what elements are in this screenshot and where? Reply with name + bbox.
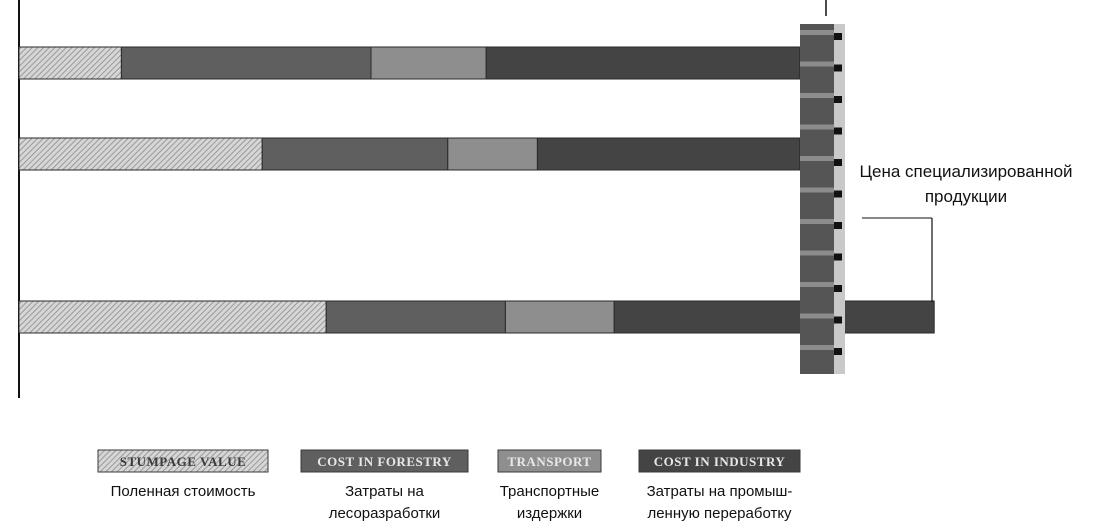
bar-row1-segment-1 bbox=[18, 46, 122, 80]
bar-row3-segment-3 bbox=[504, 300, 615, 334]
annotation-line-2: продукции bbox=[925, 187, 1007, 206]
price-column-mark bbox=[834, 348, 842, 355]
price-column-stripe bbox=[800, 156, 834, 161]
annotation-line-1: Цена специализированной bbox=[859, 162, 1072, 181]
legend-swatch-4 bbox=[638, 449, 801, 473]
price-column-stripe bbox=[800, 30, 834, 35]
legend: STUMPAGE VALUE Поленная стоимость COST IN … bbox=[97, 449, 801, 522]
bar-row2-segment-3 bbox=[447, 137, 538, 171]
price-column bbox=[800, 24, 845, 374]
bar-row1-segment-4 bbox=[485, 46, 801, 80]
bar-row1-segment-2 bbox=[120, 46, 372, 80]
price-column-mark bbox=[834, 253, 842, 261]
price-column-stripe bbox=[800, 187, 834, 193]
price-column-edge bbox=[834, 24, 845, 374]
legend-label-1: STUMPAGE VALUE bbox=[120, 454, 247, 469]
bar-row1-segment-3 bbox=[370, 46, 487, 80]
legend-caption-2-line-2: лесоразработки bbox=[329, 505, 441, 522]
price-column-stripe bbox=[800, 61, 834, 67]
price-column-stripe bbox=[800, 282, 834, 287]
price-column-mark bbox=[834, 316, 842, 324]
legend-swatch-3 bbox=[497, 449, 602, 473]
legend-caption-3-line-1: Транспортные bbox=[500, 483, 600, 500]
price-column-stripe bbox=[800, 124, 834, 130]
price-annotation: Цена специализированной продукции bbox=[825, 0, 1073, 302]
price-column-stripe bbox=[800, 345, 834, 350]
price-column-mark bbox=[834, 127, 842, 135]
price-column-mark bbox=[834, 285, 842, 292]
price-column-mark bbox=[834, 33, 842, 40]
legend-caption-4-line-2: ленную переработку bbox=[647, 505, 792, 522]
legend-swatch-2 bbox=[300, 449, 469, 473]
legend-label-4: COST IN INDUSTRY bbox=[654, 454, 786, 469]
bar-row2-segment-4 bbox=[536, 137, 801, 171]
legend-label-2: COST IN FORESTRY bbox=[317, 454, 452, 469]
legend-caption-2-line-1: Затраты на bbox=[345, 483, 424, 500]
bar-row3-segment-4 bbox=[613, 300, 935, 334]
legend-caption-1-line-1: Поленная стоимость bbox=[111, 483, 256, 500]
price-column-stripe bbox=[800, 250, 834, 256]
bar-row3-segment-2 bbox=[325, 300, 506, 334]
legend-swatch-1 bbox=[97, 449, 269, 473]
price-column-mark bbox=[834, 222, 842, 229]
price-column-stripe bbox=[800, 93, 834, 98]
bar-row2-segment-1 bbox=[18, 137, 263, 171]
price-column-mark bbox=[834, 159, 842, 166]
price-column-mark bbox=[834, 190, 842, 198]
price-column-stripe bbox=[800, 219, 834, 224]
price-column-mark bbox=[834, 64, 842, 72]
bar-row3-segment-1 bbox=[18, 300, 327, 334]
bars-group bbox=[18, 46, 935, 334]
legend-caption-4-line-1: Затраты на промыш- bbox=[647, 483, 793, 500]
price-column-mark bbox=[834, 96, 842, 103]
legend-caption-3-line-2: издержки bbox=[517, 505, 582, 522]
bar-row2-segment-2 bbox=[261, 137, 449, 171]
legend-label-3: TRANSPORT bbox=[507, 454, 591, 469]
price-column-stripe bbox=[800, 313, 834, 319]
